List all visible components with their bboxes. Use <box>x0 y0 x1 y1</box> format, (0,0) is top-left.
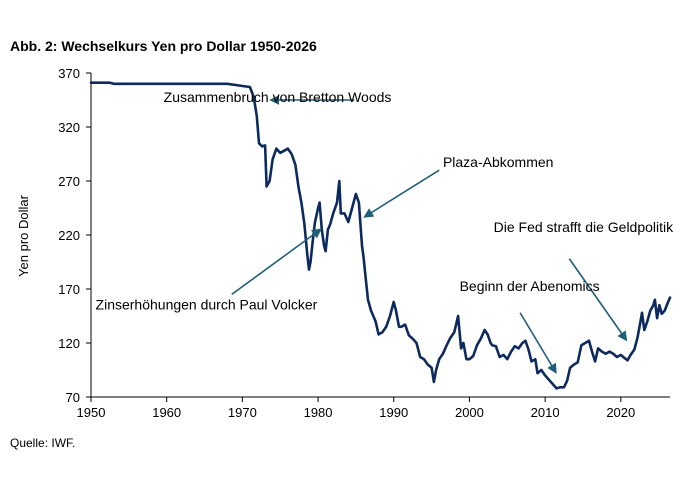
y-tick-label: 120 <box>58 336 80 351</box>
x-tick-label: 1990 <box>379 405 408 420</box>
annotation-label: Zusammenbruch von Bretton Woods <box>164 89 392 105</box>
x-tick-label: 2000 <box>455 405 484 420</box>
x-tick-label: 1980 <box>304 405 333 420</box>
annotation-label: Beginn der Abenomics <box>460 278 600 294</box>
series-layer <box>89 81 672 390</box>
annotation-label: Plaza-Abkommen <box>443 154 554 170</box>
y-axis-label: Yen pro Dollar <box>16 194 31 277</box>
y-tick-label: 170 <box>58 282 80 297</box>
y-tick-label: 320 <box>58 120 80 135</box>
axes: 70 120 170 220 270 320 370 1950 1960 1970 1980 1990… <box>58 66 670 420</box>
annotation-label: Die Fed strafft die Geldpolitik <box>494 219 674 235</box>
annotation-arrow <box>568 258 628 342</box>
y-tick-label: 370 <box>58 66 80 81</box>
annotation-arrow <box>363 169 440 218</box>
annotation-arrow <box>231 228 322 296</box>
series-line <box>89 81 672 390</box>
y-tick-label: 70 <box>66 390 80 405</box>
annotation-label: Zinserhöhungen durch Paul Volcker <box>96 297 318 313</box>
source-note: Quelle: IWF. <box>10 436 76 450</box>
chart-title: Abb. 2: Wechselkurs Yen pro Dollar 1950-… <box>10 38 317 54</box>
annotation-arrow <box>519 312 557 374</box>
x-tick-label: 1950 <box>77 405 106 420</box>
x-tick-label: 1960 <box>152 405 181 420</box>
y-tick-label: 220 <box>58 228 80 243</box>
x-tick-label: 1970 <box>228 405 257 420</box>
annotations: Zusammenbruch von Bretton Woods Plaza-Abk… <box>96 89 674 374</box>
x-tick-label: 2010 <box>531 405 560 420</box>
x-tick-label: 2020 <box>606 405 635 420</box>
y-tick-label: 270 <box>58 174 80 189</box>
